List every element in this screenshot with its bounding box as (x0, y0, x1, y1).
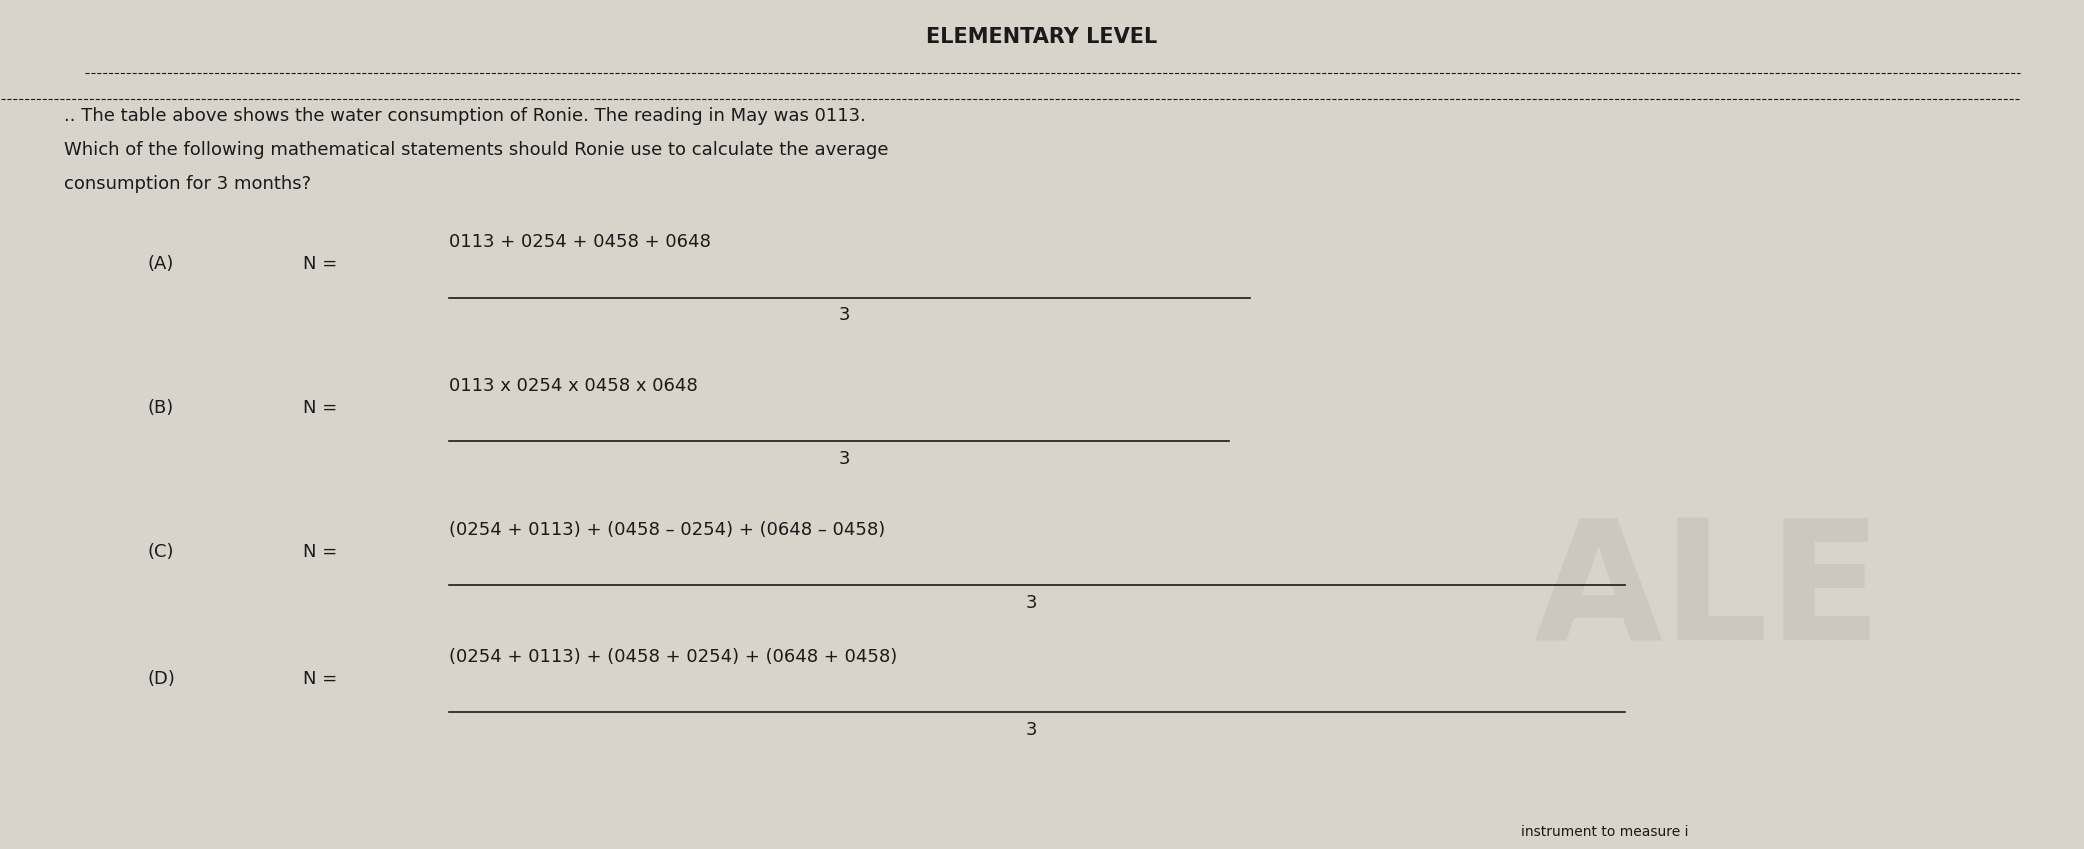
Text: (0254 + 0113) + (0458 + 0254) + (0648 + 0458): (0254 + 0113) + (0458 + 0254) + (0648 + … (448, 648, 896, 666)
Text: Which of the following mathematical statements should Ronie use to calculate the: Which of the following mathematical stat… (65, 141, 888, 159)
Text: 3: 3 (838, 306, 850, 324)
Text: N =: N = (302, 256, 338, 273)
Text: ALE: ALE (1534, 512, 1882, 675)
Text: instrument to measure i: instrument to measure i (1521, 825, 1688, 839)
Text: (0254 + 0113) + (0458 – 0254) + (0648 – 0458): (0254 + 0113) + (0458 – 0254) + (0648 – … (448, 520, 886, 539)
Text: 3: 3 (838, 450, 850, 468)
Text: 3: 3 (1025, 721, 1038, 739)
Text: ELEMENTARY LEVEL: ELEMENTARY LEVEL (927, 27, 1157, 47)
Text: 3: 3 (1025, 593, 1038, 612)
Text: 0113 x 0254 x 0458 x 0648: 0113 x 0254 x 0458 x 0648 (448, 377, 698, 395)
Text: N =: N = (302, 399, 338, 417)
Text: N =: N = (302, 543, 338, 561)
Text: (C): (C) (148, 543, 173, 561)
Text: consumption for 3 months?: consumption for 3 months? (65, 175, 311, 193)
Text: (D): (D) (148, 670, 175, 688)
Text: (B): (B) (148, 399, 173, 417)
Text: (A): (A) (148, 256, 173, 273)
Text: N =: N = (302, 670, 338, 688)
Text: .. The table above shows the water consumption of Ronie. The reading in May was : .. The table above shows the water consu… (65, 107, 865, 125)
Text: 0113 + 0254 + 0458 + 0648: 0113 + 0254 + 0458 + 0648 (448, 233, 711, 251)
